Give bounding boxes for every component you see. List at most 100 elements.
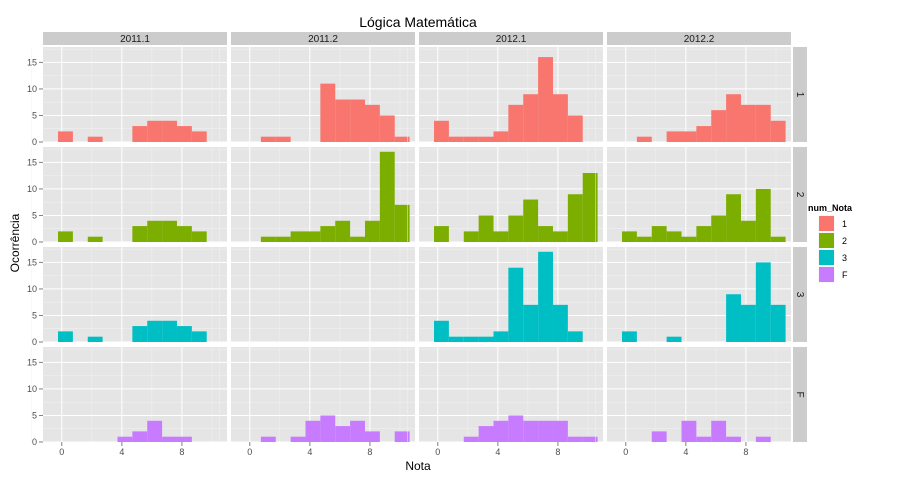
column-strip-2011.2 (231, 32, 415, 45)
panel-F-2012.1 (407, 347, 603, 443)
histogram-bar (478, 136, 494, 142)
histogram-bar (305, 231, 321, 242)
histogram-bar (162, 220, 177, 242)
histogram-bar (290, 436, 306, 442)
legend-key-1 (819, 216, 834, 231)
legend-label: F (842, 270, 848, 280)
x-tick-label: 8 (179, 447, 184, 457)
histogram-bar (681, 131, 697, 142)
histogram-bar (320, 415, 336, 442)
histogram-bar (87, 336, 103, 342)
histogram-bar (320, 226, 336, 242)
histogram-bar (364, 220, 380, 242)
histogram-bar (770, 304, 786, 342)
histogram-bar (350, 420, 365, 442)
row-strip-3 (793, 247, 807, 342)
panel-1-2012.1 (407, 47, 603, 143)
histogram-bar (493, 331, 509, 342)
histogram-bar (755, 188, 771, 242)
y-tick-label: 10 (27, 184, 37, 194)
histogram-bar (478, 426, 494, 442)
histogram-bar (379, 151, 395, 242)
histogram-bar (350, 99, 365, 142)
histogram-bar (523, 304, 539, 342)
histogram-bar (538, 226, 553, 242)
x-tick-label: 8 (743, 447, 748, 457)
histogram-bar (770, 236, 786, 242)
y-tick-label: 0 (32, 137, 37, 147)
histogram-bar (191, 231, 207, 242)
panel-background (231, 247, 415, 342)
y-tick-label: 10 (27, 284, 37, 294)
histogram-bar (335, 99, 351, 142)
legend-key-F (819, 267, 834, 282)
histogram-bar (448, 136, 464, 142)
x-tick-label: 0 (623, 447, 628, 457)
histogram-bar (364, 431, 380, 442)
x-tick-label: 4 (683, 447, 688, 457)
column-strip-2012.1 (419, 32, 603, 45)
histogram-bar (478, 336, 494, 342)
row-strip-label: 1 (794, 92, 805, 98)
histogram-bar (523, 199, 539, 242)
histogram-bar (260, 436, 276, 442)
y-tick-label: 15 (27, 157, 37, 167)
panel-2-2011.1 (31, 147, 227, 243)
histogram-bar (523, 420, 539, 442)
row-strip-F (793, 347, 807, 442)
panel-background (607, 347, 791, 442)
histogram-bar (726, 436, 741, 442)
histogram-bar (275, 136, 291, 142)
histogram-bar (394, 136, 410, 142)
histogram-bar (394, 204, 410, 242)
histogram-bar (176, 126, 192, 142)
panel-2-2012.2 (595, 147, 791, 243)
row-strip-label: 3 (794, 292, 805, 298)
histogram-bar (636, 236, 652, 242)
histogram-bar (132, 126, 148, 142)
y-axis-title: Ocorrência (8, 213, 22, 272)
histogram-bar (582, 173, 598, 242)
histogram-bar (666, 336, 682, 342)
histogram-bar (260, 136, 276, 142)
histogram-bar (681, 420, 697, 442)
histogram-bar (538, 57, 553, 142)
histogram-bar (508, 215, 524, 242)
histogram-bar (755, 262, 771, 342)
histogram-bar (508, 267, 524, 342)
histogram-bar (726, 194, 741, 242)
histogram-bar (567, 115, 583, 142)
histogram-bar (463, 336, 479, 342)
histogram-bar (162, 436, 177, 442)
histogram-bar (711, 420, 727, 442)
y-tick-label: 0 (32, 237, 37, 247)
panel-2-2011.2 (219, 147, 415, 243)
x-tick-label: 4 (495, 447, 500, 457)
histogram-bar (696, 226, 712, 242)
histogram-bar (478, 215, 494, 242)
histogram-bar (87, 236, 103, 242)
histogram-bar (538, 251, 553, 342)
histogram-bar (305, 420, 321, 442)
histogram-bar (147, 220, 163, 242)
histogram-bar (448, 336, 464, 342)
histogram-bar (191, 131, 207, 142)
panel-3-2012.2 (595, 247, 791, 343)
panel-1-2012.2 (595, 47, 791, 143)
histogram-bar (58, 231, 73, 242)
row-strip-1 (793, 47, 807, 142)
histogram-bar (162, 320, 177, 342)
column-strip-label: 2011.1 (120, 34, 150, 45)
histogram-bar (552, 420, 568, 442)
row-strip-2 (793, 147, 807, 242)
histogram-bar (394, 431, 410, 442)
x-tick-label: 0 (59, 447, 64, 457)
y-tick-label: 0 (32, 337, 37, 347)
histogram-bar (740, 104, 756, 142)
column-strip-2011.1 (43, 32, 227, 45)
histogram-bar (493, 131, 509, 142)
chart-title: Lógica Matemática (359, 14, 477, 30)
histogram-bar (290, 231, 306, 242)
histogram-bar (711, 110, 727, 142)
